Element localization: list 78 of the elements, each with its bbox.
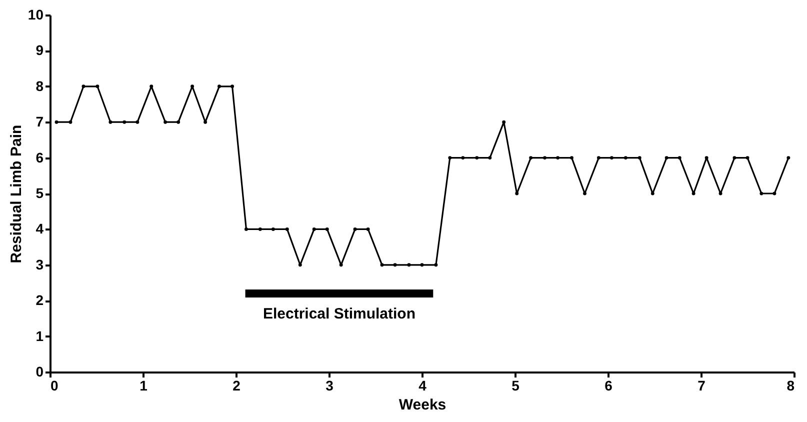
point bbox=[718, 192, 722, 196]
y-tick-label: 4 bbox=[36, 220, 44, 237]
y-tick-label: 10 bbox=[28, 6, 44, 22]
y-tick-label: 8 bbox=[36, 78, 44, 94]
point bbox=[678, 156, 682, 160]
point bbox=[420, 263, 424, 267]
point bbox=[570, 156, 574, 160]
point bbox=[54, 120, 58, 124]
point bbox=[285, 227, 289, 231]
y-tick-label: 9 bbox=[36, 42, 44, 58]
point bbox=[610, 156, 614, 160]
point bbox=[218, 84, 221, 88]
point bbox=[650, 192, 654, 196]
point bbox=[461, 156, 465, 160]
point bbox=[448, 156, 452, 160]
point bbox=[366, 227, 370, 231]
point bbox=[258, 227, 262, 231]
x-tick-label: 6 bbox=[604, 378, 613, 394]
point bbox=[529, 156, 533, 160]
point bbox=[583, 192, 586, 196]
y-tick-label: 1 bbox=[36, 328, 44, 344]
point bbox=[380, 263, 384, 267]
point bbox=[190, 84, 194, 88]
point bbox=[772, 192, 776, 196]
x-tick-label: 5 bbox=[512, 378, 520, 394]
annotation: Electrical Stimulation bbox=[262, 305, 416, 322]
point bbox=[244, 227, 248, 231]
point bbox=[488, 156, 492, 160]
point bbox=[704, 156, 708, 160]
x-tick-label: 4 bbox=[418, 378, 427, 394]
point bbox=[515, 192, 519, 196]
point bbox=[502, 120, 506, 124]
point bbox=[393, 263, 397, 267]
point bbox=[136, 120, 140, 124]
point bbox=[150, 84, 154, 88]
point bbox=[108, 120, 112, 124]
x-tick-label: 3 bbox=[326, 378, 334, 394]
point bbox=[204, 120, 208, 124]
point bbox=[624, 156, 628, 160]
x-tick-label: 8 bbox=[786, 378, 795, 394]
point bbox=[786, 156, 790, 160]
y-axis-title: Residual Limb Pain bbox=[8, 124, 25, 264]
point bbox=[82, 84, 86, 88]
x-tick-label: 7 bbox=[698, 378, 706, 394]
y-tick-label: 7 bbox=[36, 114, 44, 130]
x-tick-label: 0 bbox=[50, 378, 58, 394]
x-axis-title: Weeks bbox=[398, 396, 446, 414]
point bbox=[638, 156, 642, 160]
y-tick-label: 5 bbox=[36, 185, 44, 201]
point bbox=[96, 84, 100, 88]
point bbox=[732, 156, 736, 160]
point bbox=[475, 156, 479, 160]
point bbox=[596, 156, 600, 160]
y-tick-label: 0 bbox=[36, 364, 44, 380]
point bbox=[407, 263, 411, 267]
point bbox=[664, 156, 668, 160]
point bbox=[230, 84, 234, 88]
point bbox=[339, 263, 343, 267]
point bbox=[122, 120, 126, 124]
x-tick-label: 1 bbox=[140, 378, 148, 394]
y-tick-label: 2 bbox=[36, 292, 44, 308]
point bbox=[543, 156, 546, 160]
point bbox=[556, 156, 560, 160]
y-tick-label: 3 bbox=[36, 256, 44, 272]
point bbox=[176, 120, 180, 124]
point bbox=[434, 263, 438, 267]
point bbox=[312, 227, 316, 231]
point bbox=[760, 192, 764, 196]
y-tick-label: 6 bbox=[36, 149, 44, 166]
point bbox=[298, 263, 302, 267]
point bbox=[325, 227, 329, 231]
point bbox=[271, 227, 275, 231]
point bbox=[746, 156, 750, 160]
point bbox=[68, 120, 72, 124]
point bbox=[692, 192, 696, 196]
point bbox=[353, 227, 357, 231]
point bbox=[164, 120, 168, 124]
x-tick-label: 2 bbox=[232, 378, 241, 394]
